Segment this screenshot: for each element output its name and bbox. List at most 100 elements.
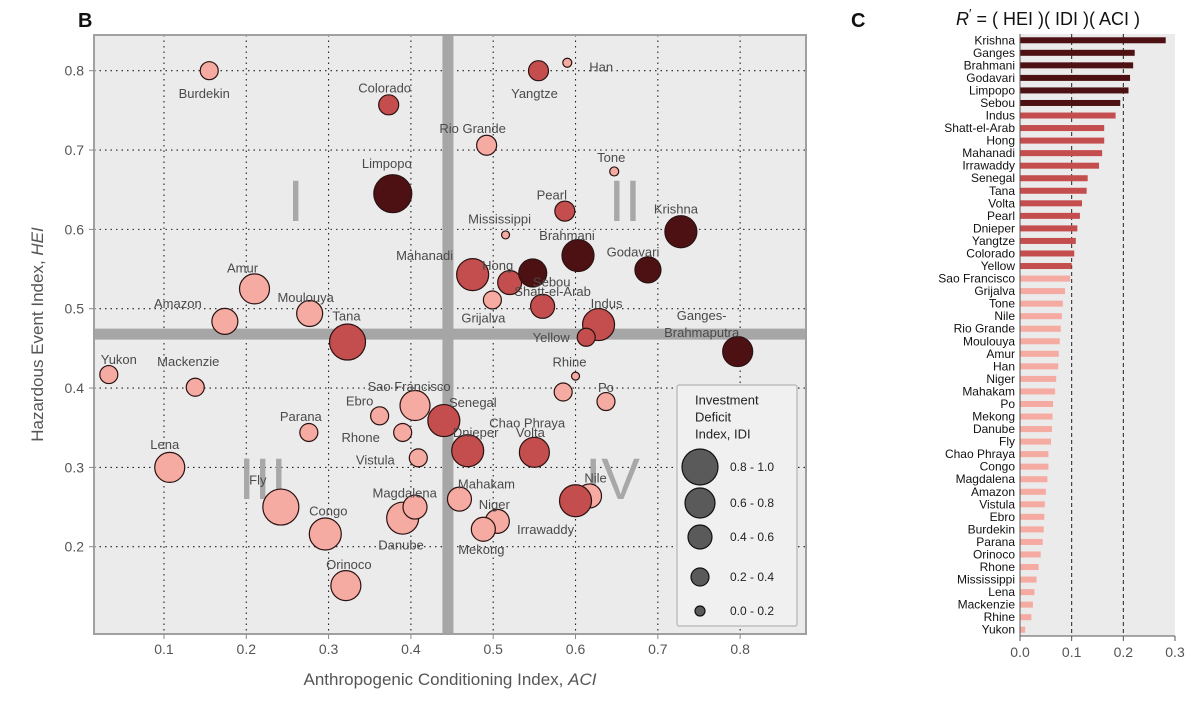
legend-label: 0.6 - 0.8 <box>730 496 774 510</box>
bar-category-label: Mekong <box>972 410 1015 424</box>
x-axis-label: Anthropogenic Conditioning Index, ACI <box>304 670 597 689</box>
legend-title-line: Investment <box>695 393 759 408</box>
bubble-label: Nile <box>584 470 606 485</box>
bar-category-label: Magdalena <box>956 472 1016 486</box>
bar-category-labels: KrishnaGangesBrahmaniGodavariLimpopoSebo… <box>938 33 1015 636</box>
bubble-label: Lena <box>150 437 180 452</box>
bar <box>1020 501 1045 508</box>
bubble <box>470 516 496 542</box>
bubble-label: Parana <box>280 409 323 424</box>
bubble <box>328 323 367 361</box>
bar <box>1020 137 1105 144</box>
bubble <box>518 436 550 468</box>
bubble-label: Fly <box>249 473 267 488</box>
bar-category-label: Amur <box>986 347 1015 361</box>
bubble <box>482 290 502 310</box>
bar <box>1020 49 1135 56</box>
bubble-label: Brahmani <box>539 228 595 243</box>
bubble-label: Sebou <box>533 275 571 290</box>
bar <box>1020 288 1065 295</box>
bar <box>1020 162 1100 169</box>
bar <box>1020 601 1033 608</box>
bubble-label: Mahakam <box>458 477 515 492</box>
bubble-label: Krishna <box>654 201 699 216</box>
bar <box>1020 363 1059 370</box>
bar <box>1020 551 1041 558</box>
bubble-label: Congo <box>309 504 347 519</box>
bar-category-label: Dnieper <box>973 221 1015 235</box>
bar-category-label: Rhine <box>984 610 1016 624</box>
bar-category-label: Chao Phraya <box>945 447 1015 461</box>
bubble-label: Danube <box>378 538 424 553</box>
legend-label: 0.8 - 1.0 <box>730 460 774 474</box>
bubble-label: Chao Phraya <box>489 416 566 431</box>
bar <box>1020 37 1166 44</box>
bubble <box>554 200 576 222</box>
bar <box>1020 526 1044 533</box>
bar <box>1020 313 1062 320</box>
legend-label: 0.4 - 0.6 <box>730 530 774 544</box>
bar <box>1020 74 1131 81</box>
legend-label: 0.0 - 0.2 <box>730 604 774 618</box>
bar-category-label: Colorado <box>966 246 1015 260</box>
bar-category-label: Rhone <box>980 560 1016 574</box>
bar-category-label: Rio Grande <box>954 322 1016 336</box>
bubble <box>561 238 595 273</box>
x-axis-label-variable: ACI <box>567 670 597 689</box>
bubble-label: Godavari <box>607 244 660 259</box>
bar-category-label: Po <box>1000 397 1015 411</box>
bar <box>1020 263 1072 270</box>
bubble-label: Amazon <box>154 296 202 311</box>
bar <box>1020 626 1026 633</box>
bubble <box>451 434 485 468</box>
bubble-label: Yellow <box>533 330 571 345</box>
bubble <box>211 307 239 336</box>
bar <box>1020 476 1048 483</box>
y-axis-label: Hazardous Event Index, HEI <box>28 227 47 442</box>
bubble-label: Colorado <box>358 80 411 95</box>
bar <box>1020 576 1037 583</box>
bubble <box>308 517 342 551</box>
scatter-gridlines <box>94 35 806 634</box>
bubble <box>609 166 620 177</box>
bar-category-label: Godavari <box>966 71 1015 85</box>
x-axis-label-text: Anthropogenic Conditioning Index, <box>304 670 569 689</box>
bubble-labels: Burdekin Han Yangtze Colorado Rio Grande Tone… <box>101 59 740 572</box>
bar-category-label: Grijalva <box>974 284 1015 298</box>
bubble-label: Pearl <box>537 188 567 203</box>
bubble-label: Mississippi <box>468 211 531 226</box>
bar <box>1020 375 1057 382</box>
legend-swatch <box>684 487 716 519</box>
bubbles <box>99 57 754 602</box>
bubble-label: Burdekin <box>179 86 230 101</box>
bar-category-label: Hong <box>986 134 1015 148</box>
bubble-label: Moulouya <box>277 290 334 305</box>
bar <box>1020 564 1039 571</box>
bar <box>1020 388 1056 395</box>
bar-category-label: Danube <box>973 422 1015 436</box>
bar-category-label: Fly <box>999 435 1015 449</box>
bubble-label: Orinoco <box>326 557 372 572</box>
bar <box>1020 350 1059 357</box>
x-tick-label: 0.6 <box>566 641 586 657</box>
bar-title-formula: = ( HEI )( IDI )( ACI ) <box>971 9 1140 29</box>
x-tick-label: 0.4 <box>401 641 421 657</box>
bubble <box>296 299 324 328</box>
bar <box>1020 451 1049 458</box>
bar-axes: 0.0 0.1 0.2 0.3 <box>1010 34 1185 660</box>
bubble-label: Amur <box>227 260 259 275</box>
bubble <box>558 484 593 518</box>
legend-swatch <box>694 605 706 617</box>
x-tick-label: 0.1 <box>154 641 174 657</box>
bar-plot-area <box>1020 34 1175 636</box>
bubble <box>408 448 428 468</box>
bar-category-label: Pearl <box>987 209 1015 223</box>
quadrant-label: II <box>609 169 641 234</box>
bubble <box>596 391 616 412</box>
bar <box>1020 275 1071 282</box>
bubble <box>393 422 413 443</box>
bar-category-label: Irrawaddy <box>962 159 1015 173</box>
bar-x-tick-label: 0.2 <box>1114 644 1134 660</box>
